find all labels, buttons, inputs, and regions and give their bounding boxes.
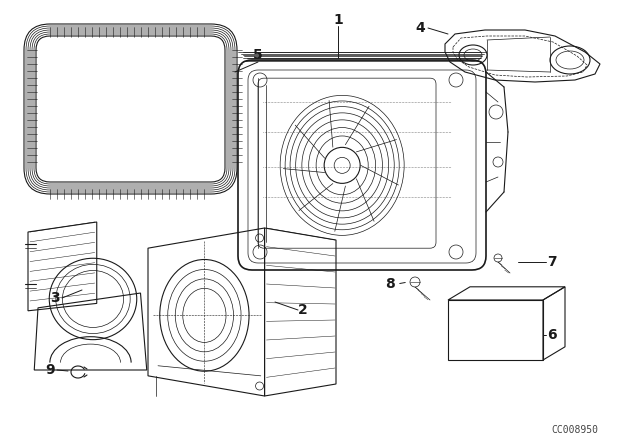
Text: 4: 4 — [415, 21, 425, 35]
Text: 2: 2 — [298, 303, 308, 317]
Text: CC008950: CC008950 — [551, 425, 598, 435]
Text: 8: 8 — [385, 277, 395, 291]
Text: 1: 1 — [333, 13, 343, 27]
Text: 3: 3 — [50, 291, 60, 305]
Text: 5: 5 — [253, 48, 263, 62]
Text: 6: 6 — [547, 328, 557, 342]
Text: 7: 7 — [547, 255, 557, 269]
Bar — [448, 300, 543, 360]
Text: 9: 9 — [45, 363, 55, 377]
